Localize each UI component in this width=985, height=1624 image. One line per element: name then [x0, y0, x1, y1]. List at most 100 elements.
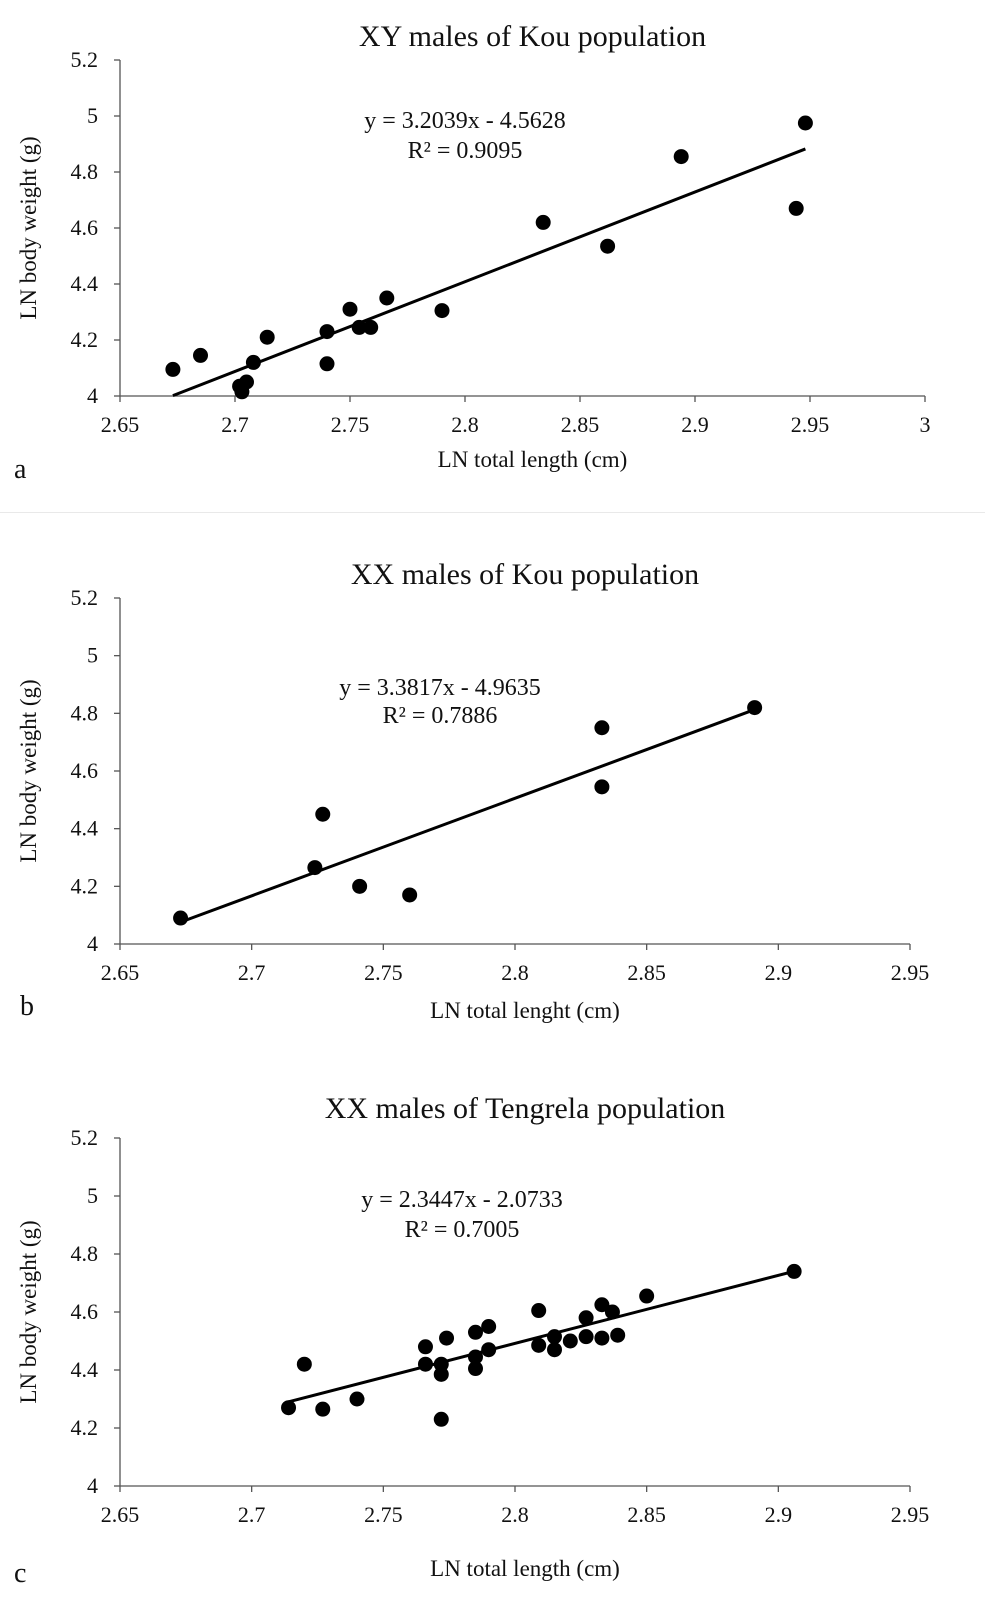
x-axis-label: LN total length (cm): [438, 447, 628, 472]
x-tick-label: 2.7: [238, 1502, 266, 1527]
data-point: [481, 1342, 497, 1358]
data-point: [594, 1297, 610, 1313]
data-point: [578, 1329, 594, 1345]
data-point: [594, 720, 610, 736]
data-point: [315, 1401, 331, 1417]
x-tick-label: 2.85: [561, 412, 600, 437]
y-tick-label: 5: [87, 103, 98, 128]
y-tick-label: 4.2: [71, 1415, 99, 1440]
x-tick-label: 2.7: [221, 412, 249, 437]
data-point: [481, 1319, 497, 1334]
data-point: [434, 303, 450, 319]
data-point: [594, 1330, 610, 1346]
data-point: [788, 200, 804, 216]
y-tick-label: 4.4: [71, 271, 99, 296]
y-tick-label: 4.8: [71, 1241, 99, 1266]
x-tick-label: 2.8: [451, 412, 479, 437]
data-point: [173, 910, 189, 926]
chart-panel-c: XX males of Tengrela population 4 4.2 4.4 4.…: [0, 1090, 985, 1624]
x-tick-label: 2.75: [331, 412, 370, 437]
data-point: [468, 1324, 483, 1340]
data-point: [604, 1304, 620, 1320]
data-point: [562, 1333, 578, 1349]
data-point: [433, 1366, 449, 1382]
data-point: [433, 1411, 449, 1427]
x-axis-label: LN total length (cm): [430, 1556, 620, 1581]
chart-svg-a: XY males of Kou population 4 4.2 4.4 4.6 4.8 5…: [14, 20, 931, 485]
y-axis-label: LN body weight (g): [16, 136, 41, 319]
x-tick-label: 2.8: [501, 1502, 529, 1527]
data-point: [547, 1342, 562, 1358]
data-point: [352, 878, 368, 894]
data-point: [547, 1329, 562, 1345]
y-axis-label: LN body weight (g): [16, 679, 41, 862]
y-tick-label: 4.6: [71, 1299, 99, 1324]
x-tick-label: 2.65: [101, 960, 140, 985]
data-point: [245, 354, 261, 370]
x-tick-label: 3: [920, 412, 931, 437]
data-point: [673, 149, 689, 165]
y-tick-label: 5.2: [71, 47, 99, 72]
data-point: [402, 887, 418, 903]
y-axis-label: LN body weight (g): [16, 1220, 41, 1403]
data-point: [351, 319, 367, 335]
chart-svg-b: XX males of Kou population 4 4.2 4.4 4.6 4.8 5…: [16, 558, 930, 1023]
panel-divider: [0, 512, 985, 513]
y-tick-label: 4.6: [71, 215, 99, 240]
data-point: [193, 347, 208, 363]
x-tick-label: 2.9: [681, 412, 709, 437]
data-point: [319, 356, 335, 372]
x-tick-label: 2.95: [891, 1502, 930, 1527]
r-squared-label: R² = 0.7886: [383, 703, 498, 729]
y-tick-label: 4.8: [71, 159, 99, 184]
y-tick-label: 4.8: [71, 700, 99, 725]
panel-letter: b: [20, 991, 34, 1022]
data-point: [307, 860, 323, 876]
data-point: [639, 1288, 655, 1304]
data-point: [468, 1349, 483, 1365]
x-axis-label: LN total lenght (cm): [430, 998, 620, 1023]
trendline-equation: y = 3.2039x - 4.5628: [364, 108, 566, 134]
x-tick-label: 2.65: [101, 412, 140, 437]
data-point: [535, 214, 551, 230]
y-tick-label: 4: [87, 931, 98, 956]
data-point: [165, 361, 181, 377]
x-tick-label: 2.75: [364, 1502, 403, 1527]
chart-panel-b: XX males of Kou population 4 4.2 4.4 4.6 4.8 5…: [0, 540, 985, 1060]
data-point: [578, 1310, 594, 1326]
data-point: [259, 329, 275, 345]
y-tick-label: 5.2: [71, 585, 99, 610]
data-point: [342, 301, 358, 317]
chart-title: XX males of Tengrela population: [325, 1092, 726, 1125]
data-point: [786, 1263, 802, 1279]
y-tick-label: 4: [87, 1473, 98, 1498]
data-point: [610, 1327, 626, 1343]
data-point: [797, 115, 813, 131]
y-tick-label: 4: [87, 383, 98, 408]
data-point: [468, 1361, 483, 1377]
y-tick-label: 4.4: [71, 1357, 99, 1382]
x-tick-label: 2.95: [791, 412, 830, 437]
y-tick-label: 4.6: [71, 758, 99, 783]
x-tick-label: 2.7: [238, 960, 266, 985]
chart-svg-c: XX males of Tengrela population 4 4.2 4.4 4.…: [14, 1092, 930, 1589]
data-point: [379, 290, 395, 306]
chart-panel-a: XY males of Kou population 4 4.2 4.4 4.6 4.8 5…: [0, 0, 985, 500]
x-tick-label: 2.9: [765, 960, 793, 985]
x-tick-label: 2.95: [891, 960, 930, 985]
y-tick-label: 5: [87, 643, 98, 668]
data-point: [281, 1400, 297, 1416]
trendline: [288, 1269, 795, 1404]
data-point: [439, 1330, 455, 1346]
data-point: [417, 1356, 433, 1372]
panel-letter: a: [14, 454, 27, 485]
trendline-equation: y = 3.3817x - 4.9635: [339, 675, 541, 701]
x-tick-label: 2.8: [501, 960, 529, 985]
trendline-equation: y = 2.3447x - 2.0733: [361, 1187, 563, 1213]
y-tick-label: 4.4: [71, 816, 99, 841]
data-point: [600, 238, 616, 254]
data-point: [594, 779, 610, 795]
y-tick-label: 4.2: [71, 873, 99, 898]
x-tick-label: 2.65: [101, 1502, 140, 1527]
r-squared-label: R² = 0.7005: [405, 1217, 520, 1243]
